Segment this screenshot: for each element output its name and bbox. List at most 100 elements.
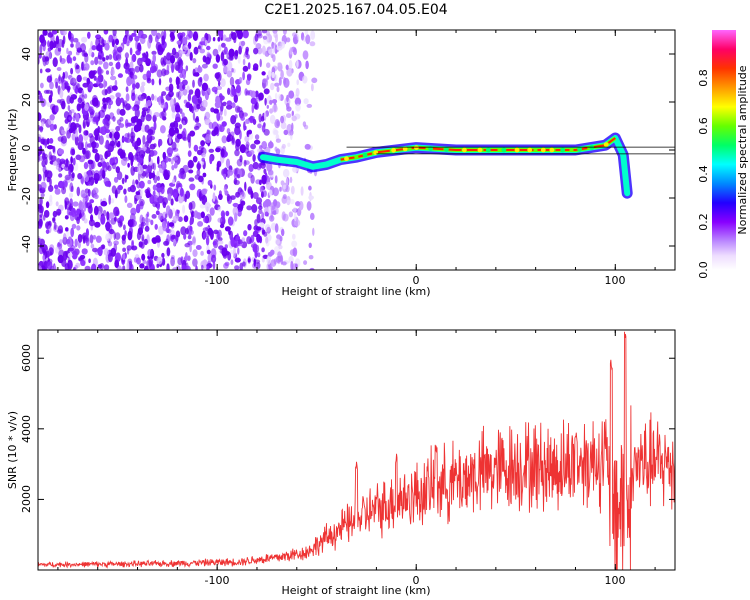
noise-speck: [82, 76, 88, 81]
noise-speck: [279, 186, 282, 192]
noise-speck: [143, 238, 148, 246]
noise-speck: [243, 159, 247, 167]
noise-speck: [94, 112, 99, 118]
noise-speck: [301, 32, 305, 41]
chart-title: C2E1.2025.167.04.05.E04: [264, 2, 447, 18]
noise-speck: [247, 256, 251, 264]
noise-speck: [70, 77, 77, 87]
noise-speck: [102, 97, 107, 103]
noise-speck: [124, 52, 129, 59]
noise-speck: [92, 187, 99, 195]
noise-speck: [225, 158, 231, 169]
noise-speck: [217, 206, 222, 212]
noise-speck: [147, 38, 152, 49]
noise-speck: [66, 238, 71, 245]
noise-speck: [218, 193, 223, 200]
noise-speck: [105, 161, 110, 171]
noise-speck: [237, 247, 240, 255]
noise-speck: [62, 250, 68, 261]
noise-speck: [218, 30, 224, 38]
noise-speck: [41, 160, 46, 168]
noise-speck: [122, 247, 126, 252]
noise-speck: [203, 73, 209, 82]
noise-speck: [119, 116, 124, 122]
noise-speck: [74, 238, 78, 248]
noise-speck: [168, 83, 174, 93]
noise-speck: [131, 74, 138, 80]
noise-speck: [242, 71, 246, 81]
noise-speck: [166, 263, 170, 270]
noise-speck: [90, 60, 95, 66]
noise-speck: [259, 58, 262, 68]
noise-speck: [244, 135, 250, 143]
noise-speck: [49, 114, 55, 121]
noise-speck: [171, 234, 176, 240]
noise-speck: [207, 179, 213, 186]
noise-speck: [130, 207, 137, 216]
noise-speck: [201, 188, 207, 195]
noise-speck: [114, 216, 117, 222]
noise-speck: [50, 155, 57, 162]
noise-speck: [272, 54, 276, 63]
noise-speck: [167, 221, 170, 229]
noise-speck: [274, 92, 278, 100]
noise-speck: [228, 229, 231, 236]
noise-speck: [91, 141, 97, 149]
noise-speck: [286, 102, 290, 110]
noise-speck: [146, 99, 152, 107]
noise-speck: [261, 71, 266, 76]
noise-speck: [302, 50, 309, 60]
noise-speck: [100, 168, 103, 176]
noise-speck: [131, 239, 135, 245]
noise-speck: [280, 121, 287, 130]
noise-speck: [146, 259, 153, 268]
noise-speck: [212, 48, 219, 57]
noise-speck: [132, 83, 136, 90]
noise-speck: [125, 93, 130, 102]
noise-speck: [212, 260, 216, 270]
noise-speck: [137, 94, 144, 101]
noise-speck: [135, 203, 141, 214]
noise-speck: [131, 54, 137, 62]
noise-speck: [192, 258, 198, 267]
ridge-speck: [603, 142, 609, 148]
noise-speck: [269, 114, 276, 124]
noise-speck: [81, 36, 88, 43]
noise-speck: [90, 243, 95, 249]
noise-speck: [197, 66, 203, 73]
noise-speck: [282, 184, 287, 190]
noise-speck: [248, 164, 254, 172]
noise-speck: [107, 103, 112, 110]
noise-speck: [187, 150, 192, 158]
noise-speck: [223, 186, 227, 193]
noise-speck: [145, 114, 152, 122]
noise-speck: [280, 180, 285, 186]
colorbar-gradient: [712, 30, 736, 270]
noise-speck: [199, 190, 202, 201]
noise-speck: [239, 262, 243, 270]
noise-speck: [154, 223, 158, 230]
noise-speck: [141, 253, 146, 261]
noise-speck: [263, 88, 270, 95]
noise-speck: [220, 148, 225, 158]
noise-speck: [38, 136, 41, 143]
noise-speck: [78, 134, 84, 144]
noise-speck: [81, 49, 86, 57]
noise-speck: [92, 234, 97, 240]
noise-speck: [108, 212, 115, 220]
noise-speck: [156, 186, 163, 193]
noise-speck: [199, 48, 206, 54]
noise-speck: [65, 227, 69, 232]
noise-speck: [111, 162, 117, 170]
noise-speck: [249, 115, 254, 124]
noise-speck: [61, 129, 65, 135]
noise-speck: [174, 127, 179, 134]
noise-speck: [288, 90, 295, 99]
noise-speck: [261, 191, 264, 198]
noise-speck: [175, 104, 181, 113]
noise-speck: [223, 58, 228, 66]
noise-speck: [193, 72, 200, 77]
noise-speck: [81, 61, 84, 71]
noise-speck: [241, 237, 246, 243]
noise-speck: [140, 57, 146, 62]
